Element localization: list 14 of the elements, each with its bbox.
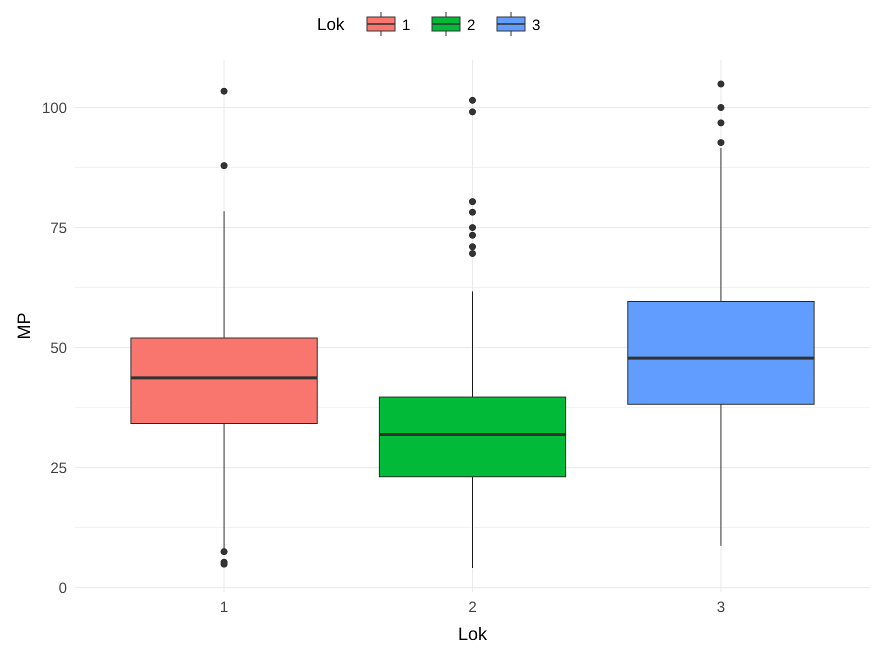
legend-label: 2 [467,17,476,34]
y-tick-label: 50 [50,340,67,357]
legend-label: 3 [532,17,540,34]
y-axis-title: MP [14,312,34,340]
x-tick-label: 3 [716,599,726,616]
legend-title: Lok [317,15,345,34]
legend-label: 1 [402,17,410,34]
x-axis-title: Lok [458,624,488,644]
y-tick-label: 100 [42,100,67,117]
x-tick-label: 2 [468,599,477,616]
y-tick-label: 0 [58,580,67,597]
y-tick-label: 75 [50,220,67,237]
x-tick-label: 1 [220,599,228,616]
y-tick-label: 25 [50,460,67,477]
